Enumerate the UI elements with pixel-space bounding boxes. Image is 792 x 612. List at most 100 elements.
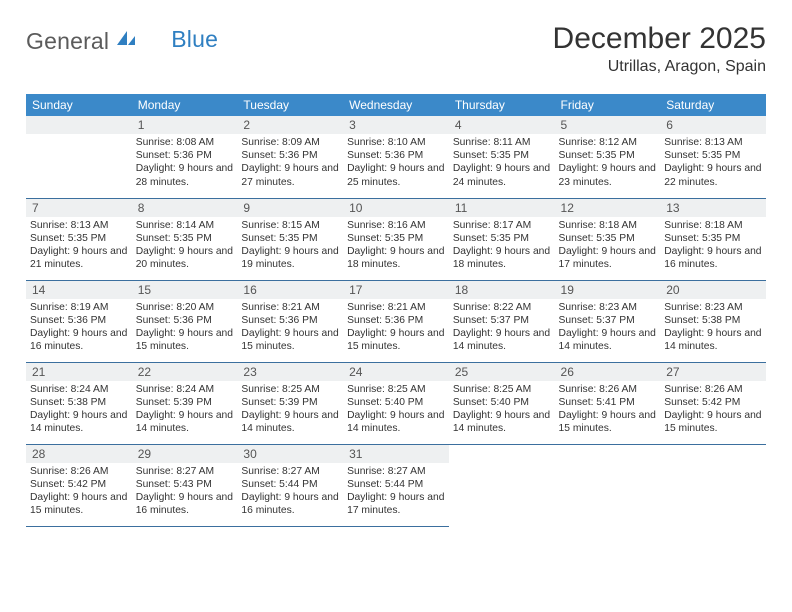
calendar-cell: 22Sunrise: 8:24 AMSunset: 5:39 PMDayligh… <box>132 362 238 444</box>
calendar-cell: 30Sunrise: 8:27 AMSunset: 5:44 PMDayligh… <box>237 444 343 526</box>
calendar-week-row: 28Sunrise: 8:26 AMSunset: 5:42 PMDayligh… <box>26 444 766 526</box>
day-details: Sunrise: 8:11 AMSunset: 5:35 PMDaylight:… <box>449 134 555 193</box>
day-number: 18 <box>449 281 555 299</box>
calendar-cell: 1Sunrise: 8:08 AMSunset: 5:36 PMDaylight… <box>132 116 238 198</box>
calendar-cell: 15Sunrise: 8:20 AMSunset: 5:36 PMDayligh… <box>132 280 238 362</box>
calendar-cell: 24Sunrise: 8:25 AMSunset: 5:40 PMDayligh… <box>343 362 449 444</box>
day-number: 1 <box>132 116 238 134</box>
day-header: Thursday <box>449 94 555 116</box>
day-details: Sunrise: 8:26 AMSunset: 5:42 PMDaylight:… <box>660 381 766 440</box>
calendar-cell: 18Sunrise: 8:22 AMSunset: 5:37 PMDayligh… <box>449 280 555 362</box>
calendar-cell: 9Sunrise: 8:15 AMSunset: 5:35 PMDaylight… <box>237 198 343 280</box>
day-header: Tuesday <box>237 94 343 116</box>
day-number: 23 <box>237 363 343 381</box>
calendar-cell: 7Sunrise: 8:13 AMSunset: 5:35 PMDaylight… <box>26 198 132 280</box>
day-number: 4 <box>449 116 555 134</box>
day-number: 12 <box>555 199 661 217</box>
day-details: Sunrise: 8:23 AMSunset: 5:37 PMDaylight:… <box>555 299 661 358</box>
calendar-cell: 25Sunrise: 8:25 AMSunset: 5:40 PMDayligh… <box>449 362 555 444</box>
calendar-cell <box>660 444 766 526</box>
day-details: Sunrise: 8:14 AMSunset: 5:35 PMDaylight:… <box>132 217 238 276</box>
day-details: Sunrise: 8:21 AMSunset: 5:36 PMDaylight:… <box>343 299 449 358</box>
day-details: Sunrise: 8:25 AMSunset: 5:40 PMDaylight:… <box>343 381 449 440</box>
day-details: Sunrise: 8:26 AMSunset: 5:42 PMDaylight:… <box>26 463 132 522</box>
day-number: 5 <box>555 116 661 134</box>
day-header: Sunday <box>26 94 132 116</box>
calendar-cell: 14Sunrise: 8:19 AMSunset: 5:36 PMDayligh… <box>26 280 132 362</box>
day-number: 29 <box>132 445 238 463</box>
day-details: Sunrise: 8:22 AMSunset: 5:37 PMDaylight:… <box>449 299 555 358</box>
calendar-cell: 10Sunrise: 8:16 AMSunset: 5:35 PMDayligh… <box>343 198 449 280</box>
day-details: Sunrise: 8:18 AMSunset: 5:35 PMDaylight:… <box>660 217 766 276</box>
day-number: 31 <box>343 445 449 463</box>
day-details: Sunrise: 8:16 AMSunset: 5:35 PMDaylight:… <box>343 217 449 276</box>
day-number: 20 <box>660 281 766 299</box>
day-details: Sunrise: 8:20 AMSunset: 5:36 PMDaylight:… <box>132 299 238 358</box>
day-number: 10 <box>343 199 449 217</box>
day-number: 14 <box>26 281 132 299</box>
calendar-table: Sunday Monday Tuesday Wednesday Thursday… <box>26 94 766 527</box>
calendar-cell: 17Sunrise: 8:21 AMSunset: 5:36 PMDayligh… <box>343 280 449 362</box>
day-details: Sunrise: 8:13 AMSunset: 5:35 PMDaylight:… <box>26 217 132 276</box>
calendar-cell: 3Sunrise: 8:10 AMSunset: 5:36 PMDaylight… <box>343 116 449 198</box>
calendar-cell: 16Sunrise: 8:21 AMSunset: 5:36 PMDayligh… <box>237 280 343 362</box>
day-header: Friday <box>555 94 661 116</box>
day-number: 17 <box>343 281 449 299</box>
day-details: Sunrise: 8:12 AMSunset: 5:35 PMDaylight:… <box>555 134 661 193</box>
day-number <box>26 116 132 134</box>
calendar-cell: 20Sunrise: 8:23 AMSunset: 5:38 PMDayligh… <box>660 280 766 362</box>
day-details: Sunrise: 8:10 AMSunset: 5:36 PMDaylight:… <box>343 134 449 193</box>
day-number: 28 <box>26 445 132 463</box>
calendar-cell: 13Sunrise: 8:18 AMSunset: 5:35 PMDayligh… <box>660 198 766 280</box>
logo-text-general: General <box>26 28 109 55</box>
calendar-cell: 4Sunrise: 8:11 AMSunset: 5:35 PMDaylight… <box>449 116 555 198</box>
calendar-cell: 2Sunrise: 8:09 AMSunset: 5:36 PMDaylight… <box>237 116 343 198</box>
day-number: 2 <box>237 116 343 134</box>
calendar-cell: 6Sunrise: 8:13 AMSunset: 5:35 PMDaylight… <box>660 116 766 198</box>
calendar-cell: 23Sunrise: 8:25 AMSunset: 5:39 PMDayligh… <box>237 362 343 444</box>
calendar-cell <box>26 116 132 198</box>
logo: General Blue <box>26 28 218 55</box>
day-details: Sunrise: 8:18 AMSunset: 5:35 PMDaylight:… <box>555 217 661 276</box>
day-number: 7 <box>26 199 132 217</box>
day-number: 22 <box>132 363 238 381</box>
calendar-week-row: 1Sunrise: 8:08 AMSunset: 5:36 PMDaylight… <box>26 116 766 198</box>
day-details: Sunrise: 8:13 AMSunset: 5:35 PMDaylight:… <box>660 134 766 193</box>
day-details: Sunrise: 8:19 AMSunset: 5:36 PMDaylight:… <box>26 299 132 358</box>
day-details: Sunrise: 8:08 AMSunset: 5:36 PMDaylight:… <box>132 134 238 193</box>
logo-sail-icon <box>115 29 137 54</box>
calendar-week-row: 21Sunrise: 8:24 AMSunset: 5:38 PMDayligh… <box>26 362 766 444</box>
day-details: Sunrise: 8:25 AMSunset: 5:40 PMDaylight:… <box>449 381 555 440</box>
calendar-cell: 11Sunrise: 8:17 AMSunset: 5:35 PMDayligh… <box>449 198 555 280</box>
day-number: 30 <box>237 445 343 463</box>
day-details: Sunrise: 8:21 AMSunset: 5:36 PMDaylight:… <box>237 299 343 358</box>
day-details: Sunrise: 8:24 AMSunset: 5:39 PMDaylight:… <box>132 381 238 440</box>
calendar-cell: 8Sunrise: 8:14 AMSunset: 5:35 PMDaylight… <box>132 198 238 280</box>
day-number: 27 <box>660 363 766 381</box>
day-details: Sunrise: 8:27 AMSunset: 5:43 PMDaylight:… <box>132 463 238 522</box>
day-details: Sunrise: 8:15 AMSunset: 5:35 PMDaylight:… <box>237 217 343 276</box>
day-number: 24 <box>343 363 449 381</box>
day-number: 16 <box>237 281 343 299</box>
day-details: Sunrise: 8:26 AMSunset: 5:41 PMDaylight:… <box>555 381 661 440</box>
title-block: December 2025 Utrillas, Aragon, Spain <box>553 22 766 76</box>
day-number: 8 <box>132 199 238 217</box>
calendar-week-row: 14Sunrise: 8:19 AMSunset: 5:36 PMDayligh… <box>26 280 766 362</box>
day-number: 13 <box>660 199 766 217</box>
day-number: 3 <box>343 116 449 134</box>
month-title: December 2025 <box>553 22 766 56</box>
logo-text-blue: Blue <box>171 26 218 53</box>
calendar-cell: 12Sunrise: 8:18 AMSunset: 5:35 PMDayligh… <box>555 198 661 280</box>
day-details: Sunrise: 8:09 AMSunset: 5:36 PMDaylight:… <box>237 134 343 193</box>
day-number: 11 <box>449 199 555 217</box>
location-text: Utrillas, Aragon, Spain <box>553 58 766 76</box>
day-details: Sunrise: 8:24 AMSunset: 5:38 PMDaylight:… <box>26 381 132 440</box>
day-details: Sunrise: 8:27 AMSunset: 5:44 PMDaylight:… <box>343 463 449 522</box>
day-number: 6 <box>660 116 766 134</box>
day-number: 26 <box>555 363 661 381</box>
calendar-cell: 5Sunrise: 8:12 AMSunset: 5:35 PMDaylight… <box>555 116 661 198</box>
day-details: Sunrise: 8:17 AMSunset: 5:35 PMDaylight:… <box>449 217 555 276</box>
calendar-cell: 19Sunrise: 8:23 AMSunset: 5:37 PMDayligh… <box>555 280 661 362</box>
day-number: 15 <box>132 281 238 299</box>
day-number: 21 <box>26 363 132 381</box>
